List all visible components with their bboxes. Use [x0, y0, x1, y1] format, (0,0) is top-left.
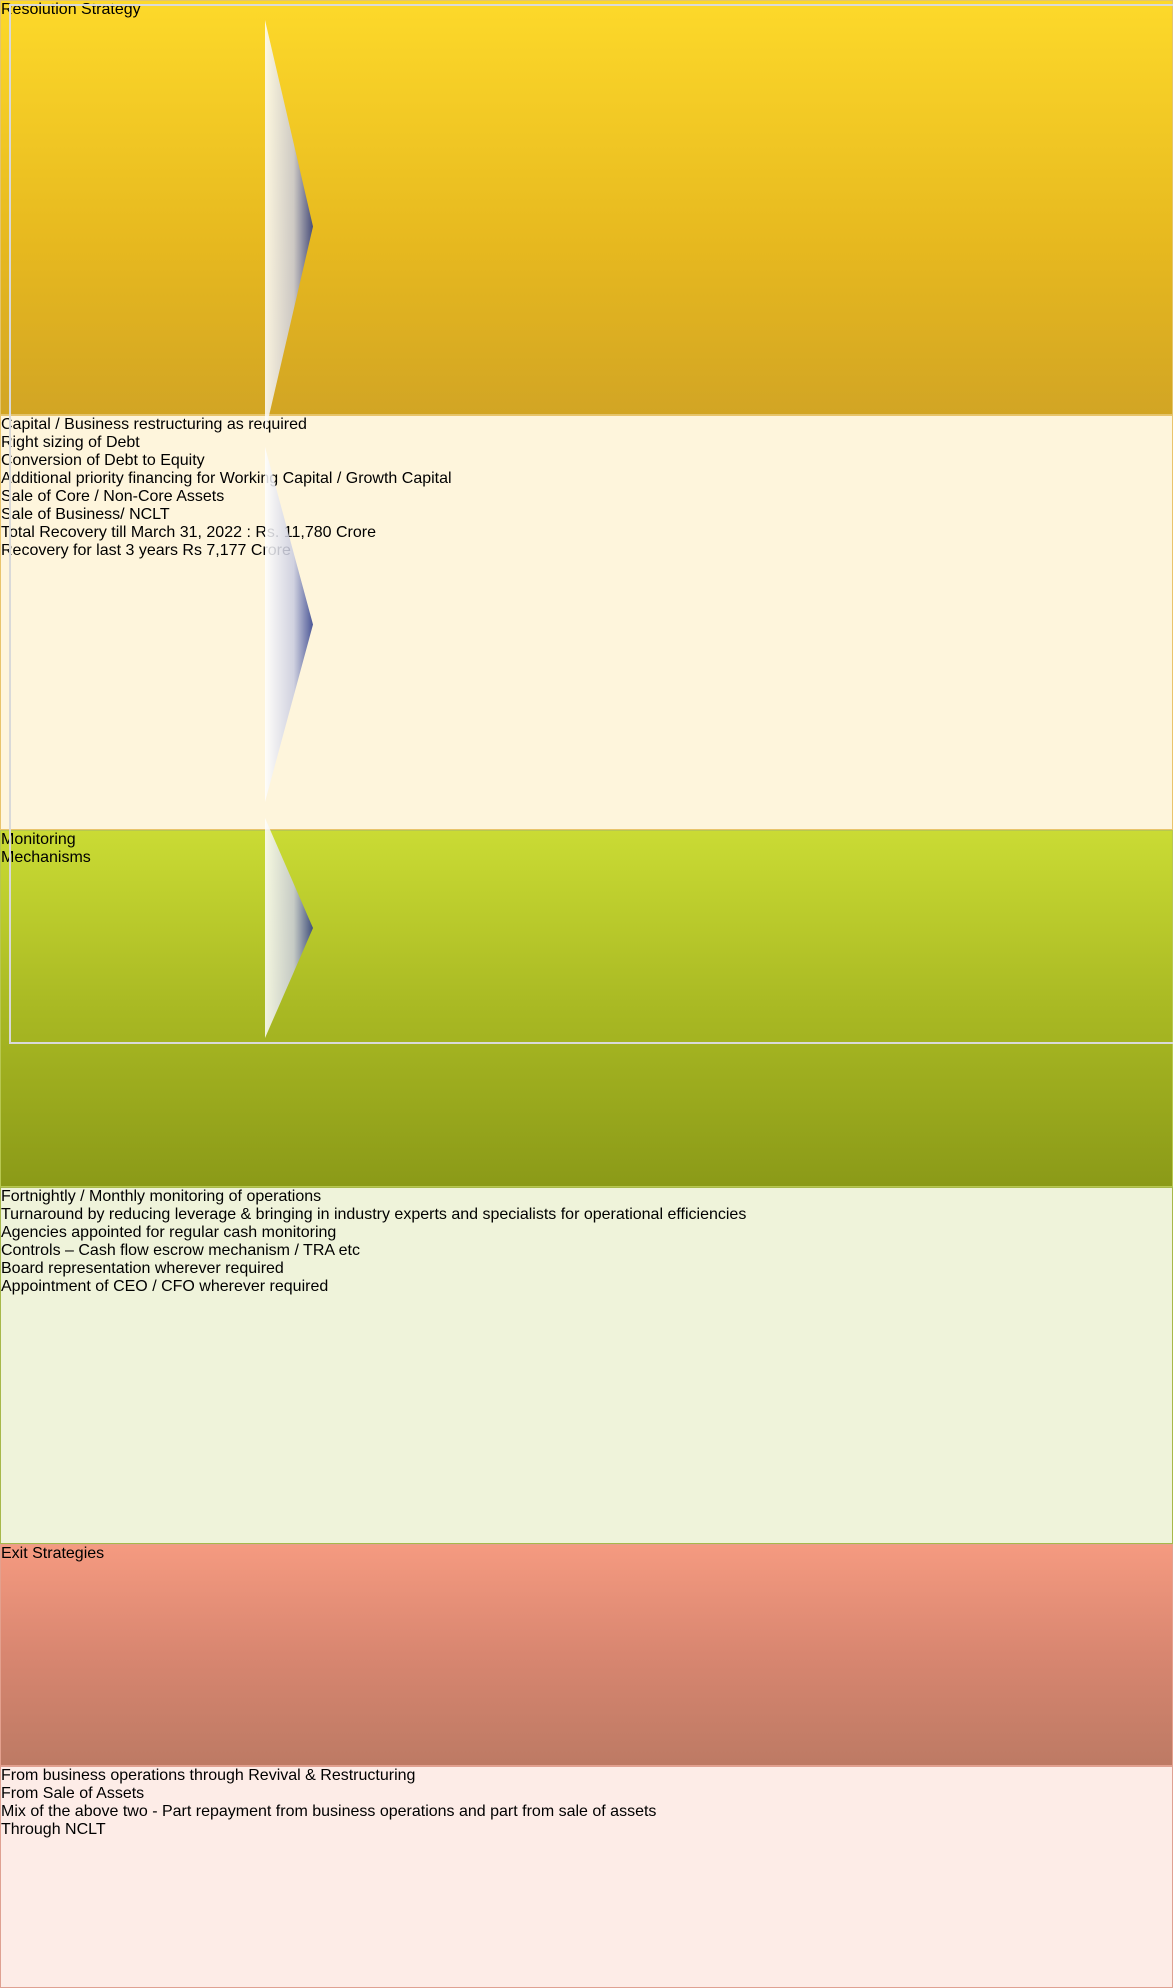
bullet-item: Appointment of CEO / CFO wherever requir… [1, 1278, 329, 1295]
bullet-item: From business operations through Revival… [1, 1767, 416, 1784]
chevron [265, 20, 313, 433]
bullet-item: Conversion of Debt to Equity [1, 452, 205, 469]
bullet-item: Sale of Core / Non-Core Assets [1, 488, 225, 505]
section-items: From business operations through Revival… [0, 1766, 1173, 1988]
bullet-item: Sale of Business/ NCLT [1, 506, 170, 523]
section-title: Exit Strategies [1, 1545, 105, 1562]
bullet-item: Through NCLT [1, 1821, 106, 1838]
section-title: Monitoring Mechanisms [1, 831, 91, 866]
section-items: Fortnightly / Monthly monitoring of oper… [0, 1187, 1173, 1544]
chevron [265, 447, 313, 802]
bullet-item: Fortnightly / Monthly monitoring of oper… [1, 1188, 322, 1205]
bullet-item: Additional priority financing for Workin… [1, 470, 452, 487]
section-label: Exit Strategies [0, 1544, 1173, 1766]
bullet-item: From Sale of Assets [1, 1785, 145, 1802]
bullet-item: Board representation wherever required [1, 1260, 284, 1277]
bullet-item: Right sizing of Debt [1, 434, 140, 451]
bullet-item: Capital / Business restructuring as requ… [1, 416, 307, 433]
bullet-item: Controls – Cash flow escrow mechanism / … [1, 1242, 360, 1259]
bullet-item: Mix of the above two - Part repayment fr… [1, 1803, 657, 1820]
frame [9, 4, 1173, 1044]
bullet-item: Agencies appointed for regular cash moni… [1, 1224, 337, 1241]
chevron [265, 818, 313, 1038]
bullet-item: Turnaround by reducing leverage & bringi… [1, 1206, 747, 1223]
bullet-item: Recovery for last 3 years Rs 7,177 Crore [1, 542, 291, 559]
